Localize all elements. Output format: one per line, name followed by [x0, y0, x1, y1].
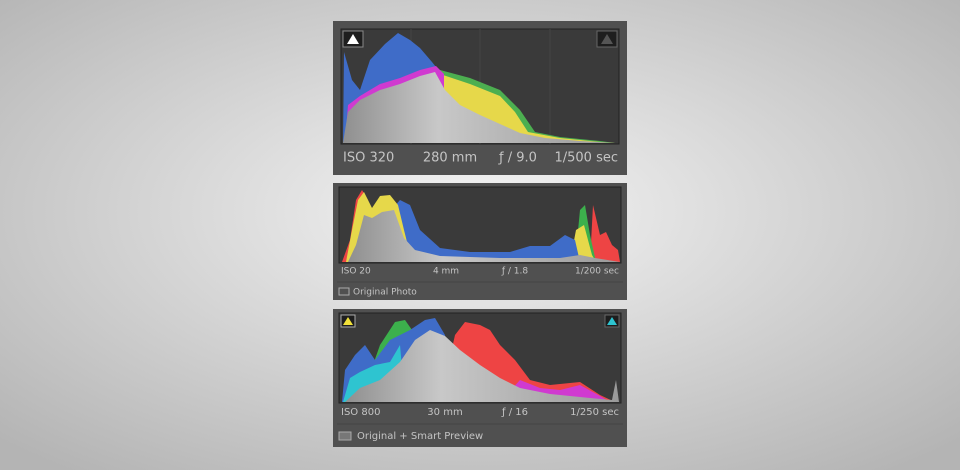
histogram-luminance	[345, 330, 619, 402]
shutter: 1/500 sec	[554, 151, 618, 166]
triangle-icon	[607, 317, 617, 325]
iso: ISO 800	[341, 407, 380, 418]
histogram-panel: ISO 800 30 mm ƒ / 16 1/250 sec Original …	[333, 309, 627, 447]
triangle-icon	[601, 34, 613, 44]
histogram-red	[590, 205, 620, 262]
preview-icon	[338, 287, 350, 296]
aperture: ƒ / 9.0	[498, 151, 537, 166]
aperture: ƒ / 1.8	[501, 267, 529, 277]
focal-length: 30 mm	[427, 407, 462, 418]
shutter: 1/250 sec	[570, 407, 619, 418]
histogram-panel: ISO 320 280 mm ƒ / 9.0 1/500 sec	[333, 21, 627, 175]
preview-status: Original + Smart Preview	[357, 431, 483, 442]
histogram-panel: ISO 20 4 mm ƒ / 1.8 1/200 sec Original P…	[333, 183, 627, 300]
preview-status: Original Photo	[353, 288, 417, 298]
focal-length: 4 mm	[433, 267, 459, 277]
triangle-icon	[343, 317, 353, 325]
shutter: 1/200 sec	[575, 267, 619, 277]
focal-length: 280 mm	[423, 151, 477, 166]
iso: ISO 20	[341, 267, 371, 277]
iso: ISO 320	[343, 151, 394, 166]
aperture: ƒ / 16	[501, 407, 528, 418]
preview-icon	[338, 431, 352, 441]
histogram-luminance	[343, 72, 615, 143]
histogram-luminance	[348, 210, 620, 262]
triangle-icon	[347, 34, 359, 44]
